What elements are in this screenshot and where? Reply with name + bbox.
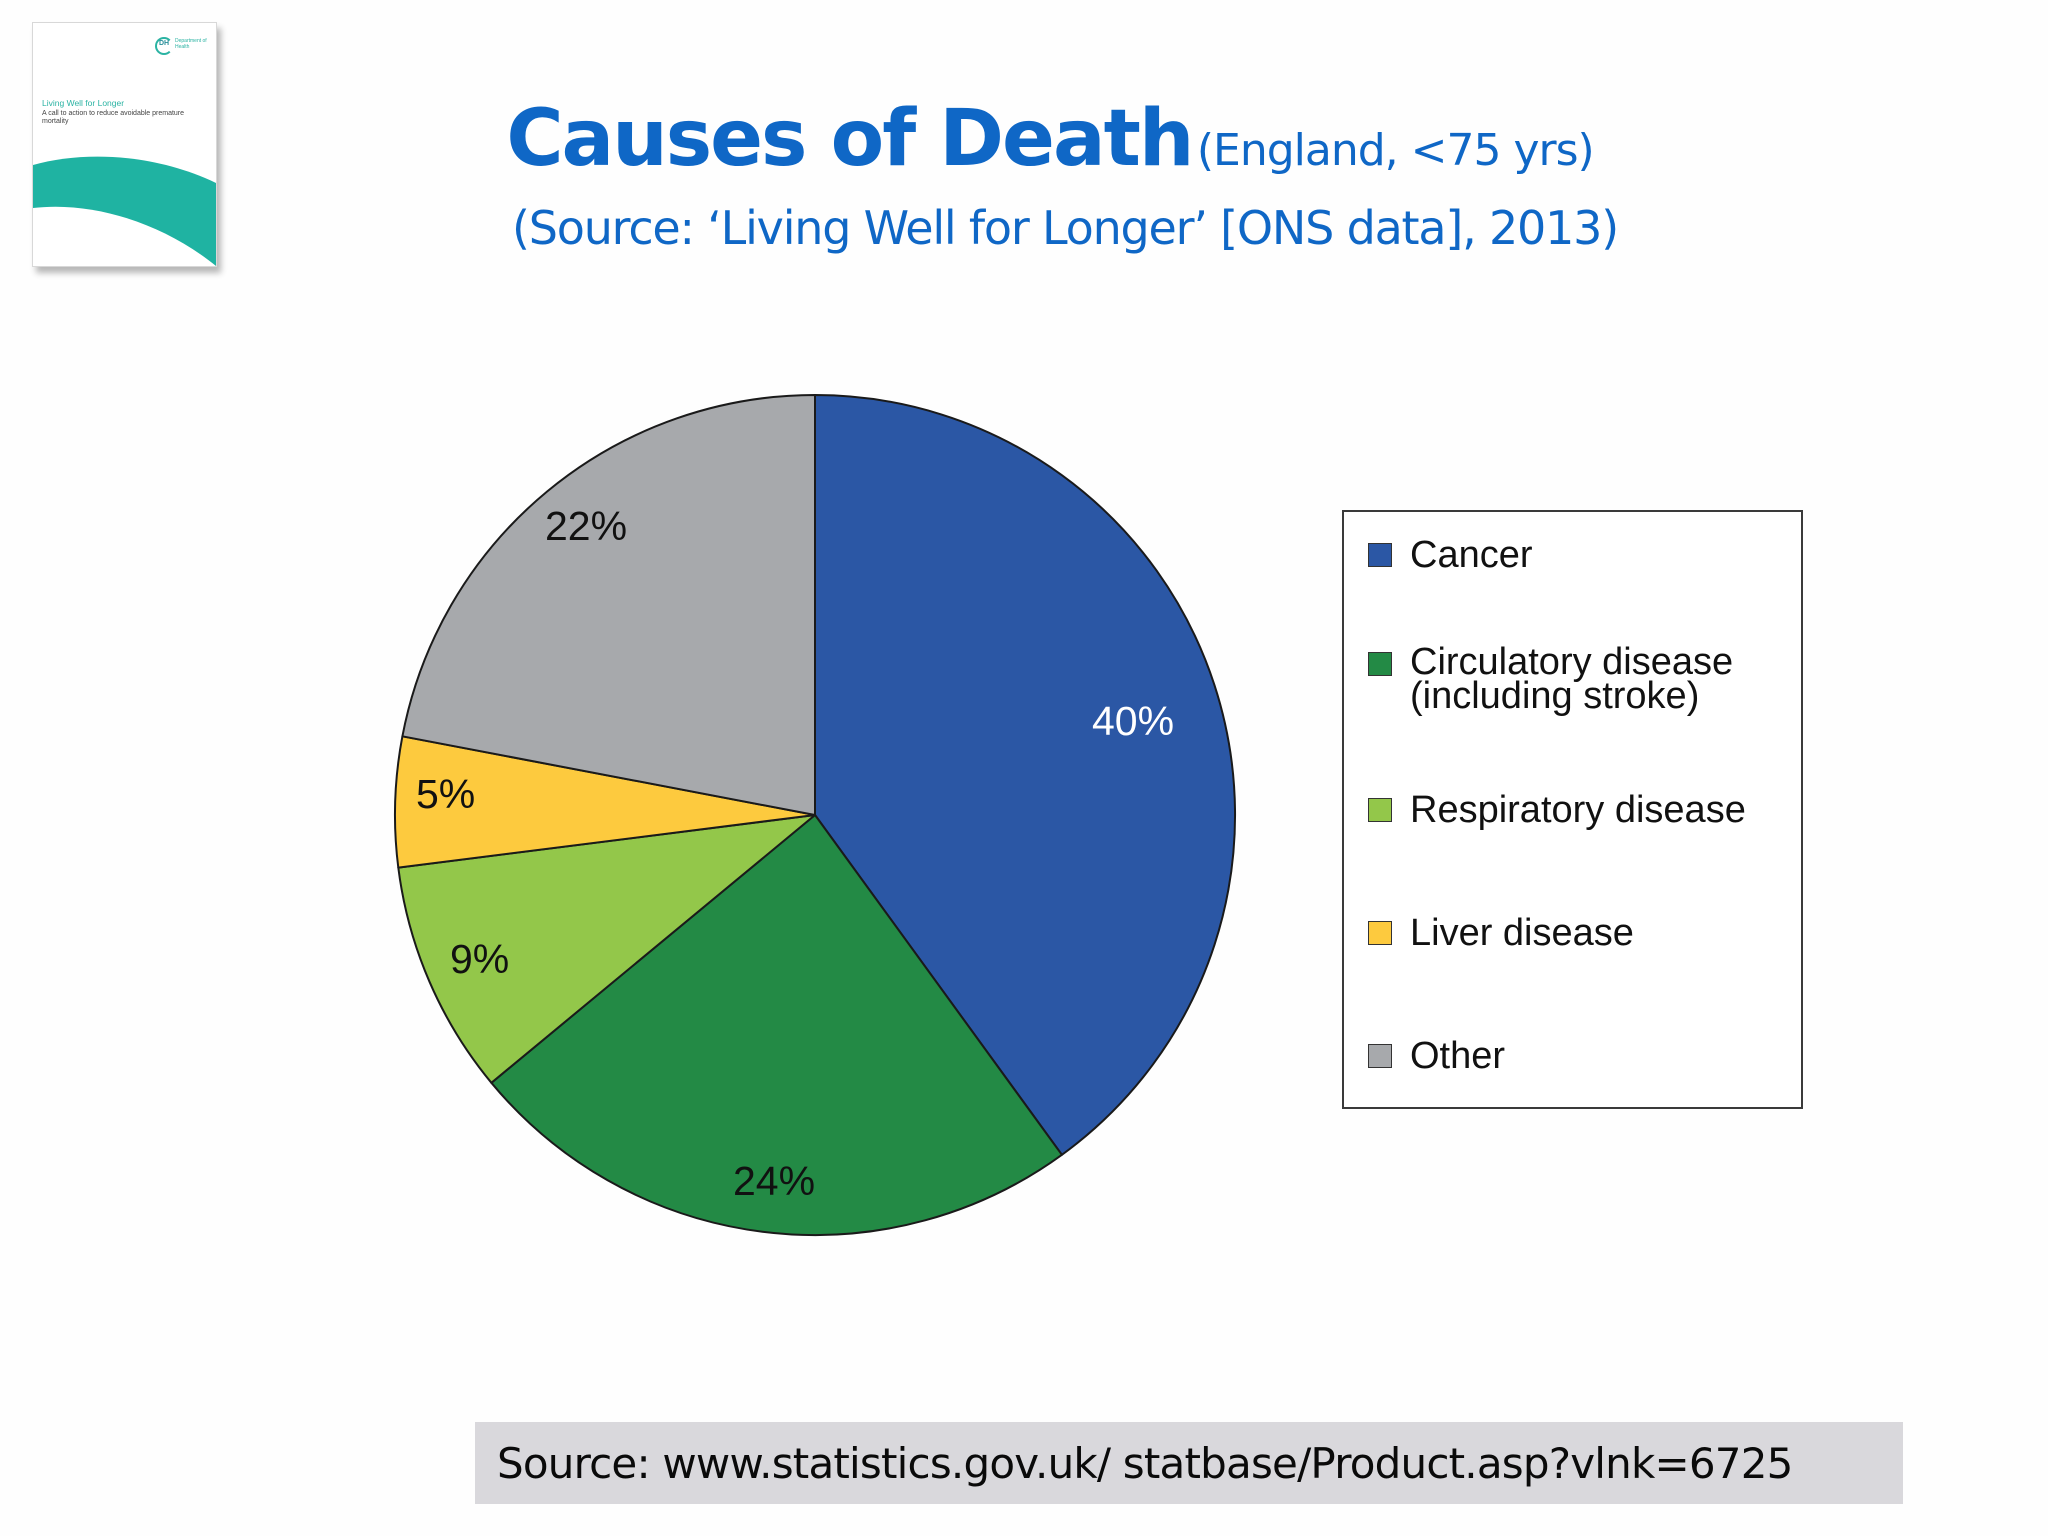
slice-respiratory <box>397 814 816 1084</box>
legend-label: Cancer <box>1410 534 1533 576</box>
source-footer: Source: www.statistics.gov.uk/ statbase/… <box>475 1422 1903 1504</box>
legend-label: Other <box>1410 1035 1506 1077</box>
chart-legend: Cancer Circulatory disease (including st… <box>1342 510 1803 1109</box>
title-qualifier: (England, <75 yrs) <box>1196 125 1595 176</box>
cover-subtitle: A call to action to reduce avoidable pre… <box>42 110 185 125</box>
legend-swatch-cancer <box>1368 543 1392 567</box>
legend-label: Respiratory disease <box>1410 789 1746 831</box>
title-main: Causes of Death <box>506 94 1194 184</box>
slice-circulatory <box>490 814 1063 1237</box>
label-respiratory: 9% <box>450 936 509 982</box>
slice-other <box>401 394 816 816</box>
source-text: Source: www.statistics.gov.uk/ statbase/… <box>497 1439 1793 1488</box>
legend-swatch-respiratory <box>1368 798 1392 822</box>
slice-cancer <box>814 394 1237 1156</box>
label-liver: 5% <box>416 771 475 817</box>
legend-swatch-other <box>1368 1044 1392 1068</box>
cover-wave-graphic <box>33 156 216 266</box>
logo-abbr: DH <box>159 40 170 47</box>
legend-label: Circulatory disease (including stroke) <box>1410 641 1734 717</box>
report-cover-thumbnail: DH Department of Health Living Well for … <box>32 22 217 267</box>
legend-swatch-circulatory <box>1368 652 1392 676</box>
department-of-health-logo: DH Department of Health <box>155 35 210 57</box>
cover-title: Living Well for Longer <box>42 98 125 108</box>
legend-swatch-liver <box>1368 921 1392 945</box>
slide-subtitle: (Source: ‘Living Well for Longer’ [ONS d… <box>512 201 1619 255</box>
logo-ring-icon <box>155 37 173 55</box>
logo-text: Department of Health <box>175 38 207 50</box>
slide-title: Causes of Death (England, <75 yrs) <box>0 100 2048 178</box>
label-other: 22% <box>545 503 627 549</box>
label-cancer: 40% <box>1092 698 1174 744</box>
legend-label: Liver disease <box>1410 912 1634 954</box>
label-circulatory: 24% <box>733 1158 815 1204</box>
